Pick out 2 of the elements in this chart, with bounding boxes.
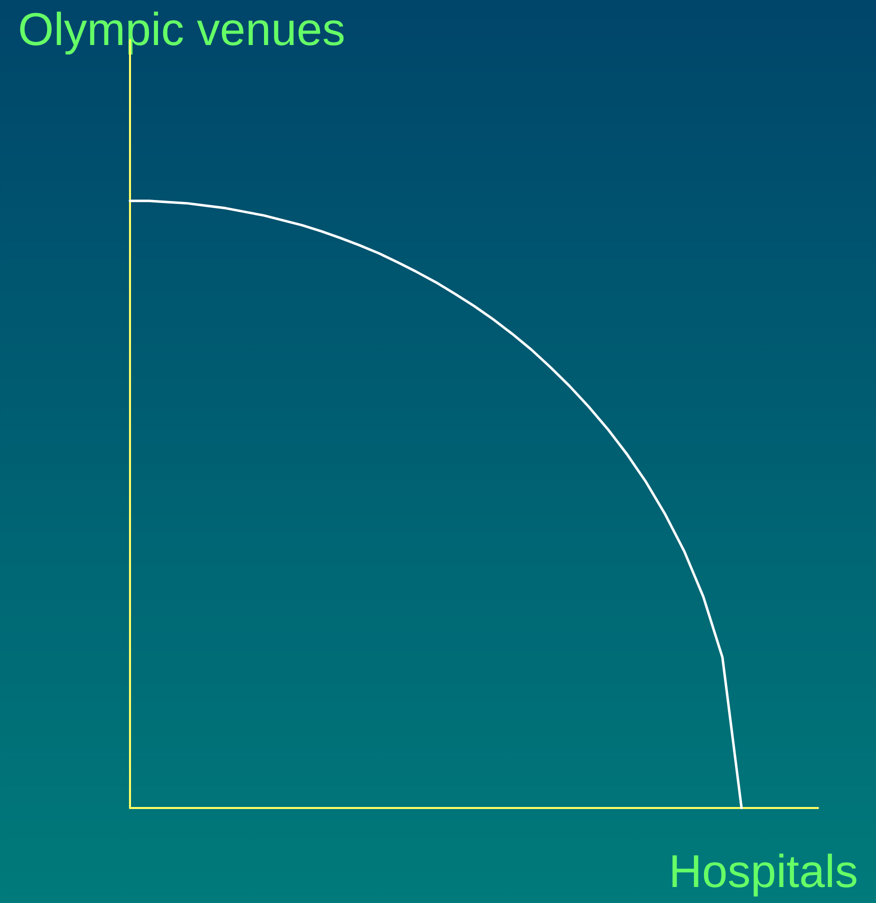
x-axis-title: Hospitals bbox=[668, 845, 858, 897]
y-axis-title: Olympic venues bbox=[18, 3, 346, 55]
